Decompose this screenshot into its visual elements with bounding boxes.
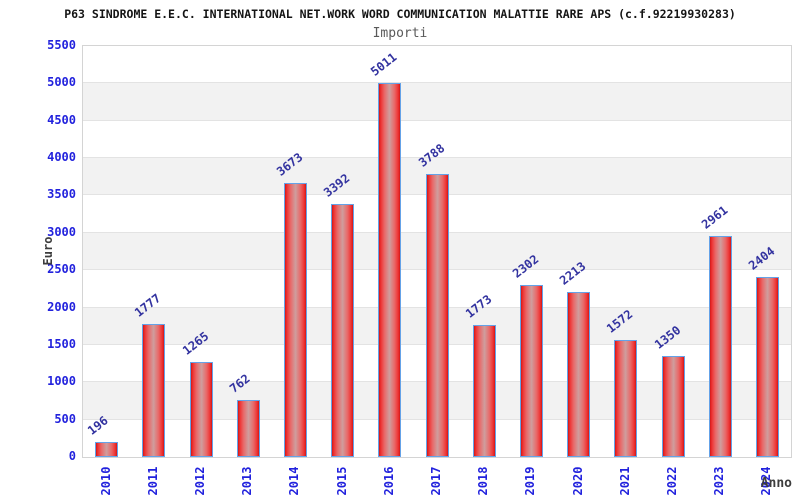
x-tick-label: 2023 xyxy=(712,466,727,496)
y-axis-title: Euro xyxy=(41,236,55,266)
x-tick-label: 2014 xyxy=(287,466,302,496)
x-tick-label: 2016 xyxy=(381,466,396,496)
x-tick-label: 2022 xyxy=(665,466,679,496)
x-tick-label: 2018 xyxy=(476,466,491,496)
plot-area: 196 1777 1265 762 3673 3392 5011 3788 1773 2302 22… xyxy=(82,45,792,458)
x-tick-label: 2019 xyxy=(523,466,538,496)
bar-2021 xyxy=(614,339,638,457)
y-tick-label: 3500 xyxy=(47,187,76,202)
y-tick-label: 5500 xyxy=(47,38,76,52)
bar-2013 xyxy=(236,400,260,457)
bar-2019 xyxy=(519,284,543,457)
x-tick-label: 2013 xyxy=(240,466,255,496)
x-tick-label: 2010 xyxy=(98,466,113,496)
x-axis-title: Anno xyxy=(760,476,792,491)
x-tick-label: 2012 xyxy=(193,466,207,496)
y-tick-label: 2000 xyxy=(47,299,76,314)
bar-2012 xyxy=(189,362,213,457)
y-tick-label: 500 xyxy=(54,411,76,426)
y-tick-label: 3000 xyxy=(47,224,76,239)
y-tick-label: 2500 xyxy=(47,262,76,277)
y-tick-label: 4000 xyxy=(47,150,76,165)
bar-2018 xyxy=(472,324,496,457)
x-tick-label: 2021 xyxy=(617,466,632,496)
bar-value-label: 5011 xyxy=(368,49,400,79)
bar-2023 xyxy=(708,235,732,457)
y-tick-label: 0 xyxy=(68,449,76,463)
plot-band xyxy=(83,83,791,121)
bar-2010 xyxy=(95,442,119,457)
x-tick-label: 2015 xyxy=(334,466,349,496)
x-tick-label: 2011 xyxy=(145,466,160,496)
bar-2022 xyxy=(661,356,685,457)
gridline xyxy=(83,82,791,84)
x-tick-label: 2017 xyxy=(429,466,443,496)
bar-2020 xyxy=(567,291,591,457)
x-tick-label: 2020 xyxy=(570,466,585,496)
bar-2014 xyxy=(283,182,307,457)
gridline xyxy=(83,119,791,121)
bar-value-label: 2961 xyxy=(698,202,731,232)
y-tick-label: 5000 xyxy=(47,75,76,90)
chart-title: P63 SINDROME E.E.C. INTERNATIONAL NET.WO… xyxy=(64,7,736,21)
bar-2015 xyxy=(331,203,355,457)
y-tick-label: 1000 xyxy=(47,374,76,389)
bar-2011 xyxy=(142,324,166,457)
bar-2017 xyxy=(425,173,449,457)
chart-subtitle: Importi xyxy=(372,26,428,41)
gridline xyxy=(83,157,791,159)
bar-2024 xyxy=(755,277,779,457)
bar-2016 xyxy=(378,82,402,457)
y-tick-label: 4500 xyxy=(47,112,76,127)
y-tick-label: 1500 xyxy=(47,336,76,351)
